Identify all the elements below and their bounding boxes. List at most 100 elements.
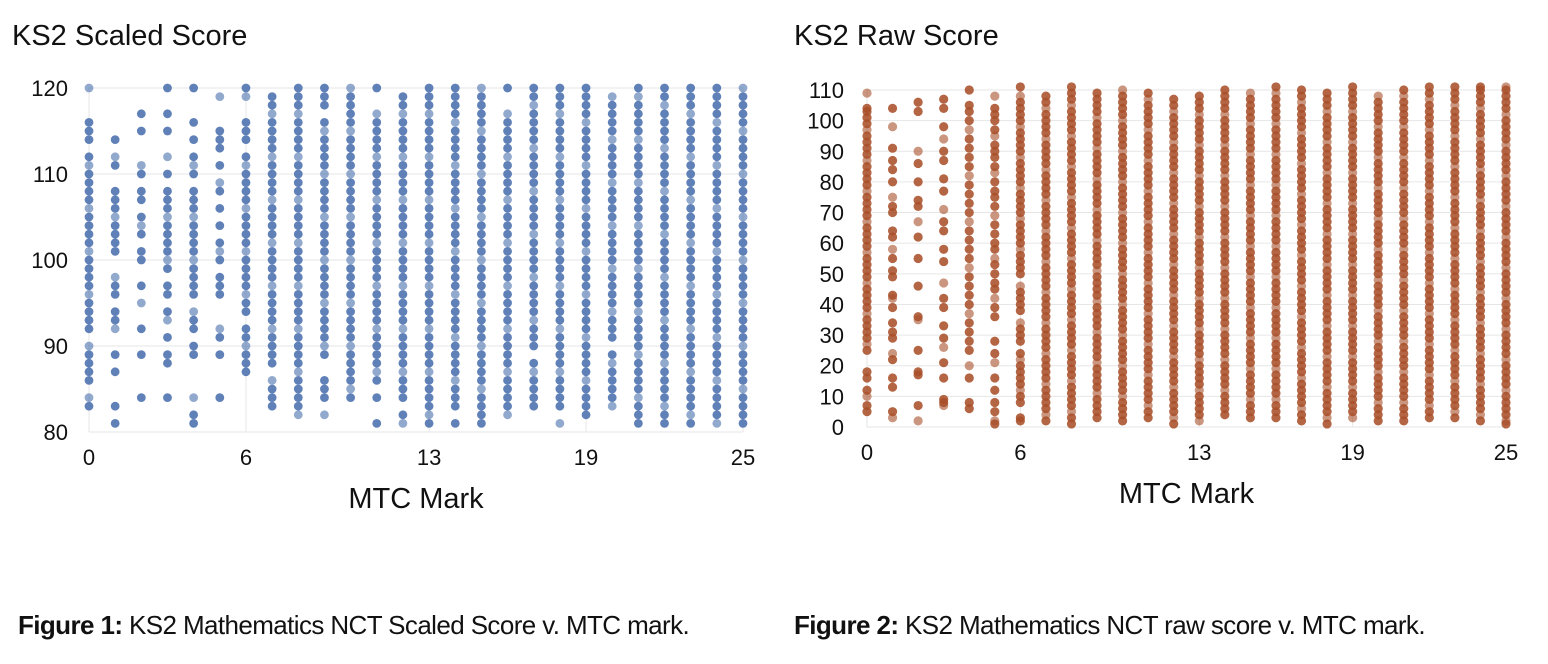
scatter-point [267,229,277,239]
scatter-point [990,116,1000,126]
scatter-point [372,118,382,127]
scatter-point [1015,397,1025,408]
scatter-point [320,135,329,145]
scatter-point [990,302,1000,313]
scatter-point [110,315,120,325]
scatter-point [738,401,748,411]
scatter-point [372,350,382,359]
scatter-point [424,143,434,153]
scatter-point [267,143,277,153]
scatter-point [555,367,565,377]
scatter-point [163,83,172,93]
scatter-point [372,126,382,136]
scatter-point [633,307,643,316]
scatter-point [1245,413,1255,423]
scatter-point [477,152,486,162]
scatter-point [686,367,696,377]
scatter-point [424,315,434,325]
scatter-point [398,272,408,282]
scatter-point [529,92,539,101]
scatter-point [477,109,486,119]
scatter-point [633,109,643,119]
scatter-point [607,195,617,205]
scatter-point [607,290,617,299]
scatter-point [398,367,408,377]
scatter-point [555,247,565,256]
scatter-point [529,358,539,368]
scatter-point [738,419,748,428]
scatter-point [424,169,434,179]
scatter-point [189,204,199,213]
scatter-point [477,186,486,196]
scatter-point [529,401,539,411]
scatter-point [189,247,199,256]
scatter-point [660,221,669,231]
scatter-point [84,186,94,196]
scatter-point [633,238,643,248]
scatter-point [372,315,382,325]
scatter-point [913,232,923,242]
caption-label: Figure 1: [18,610,123,640]
scatter-point [477,410,486,420]
scatter-point [163,393,172,402]
scatter-point [712,272,722,282]
scatter-point [633,333,643,342]
scatter-point [939,400,949,411]
scatter-point [320,247,329,256]
scatter-point [990,385,1000,395]
scatter-point [712,264,722,273]
scatter-point [660,264,669,273]
scatter-point [990,336,1000,346]
scatter-point [633,410,643,420]
scatter-point [450,298,460,308]
scatter-point [529,169,539,179]
scatter-point [267,221,277,231]
scatter-point [887,103,898,113]
scatter-point [964,373,974,383]
scatter-point [1373,416,1383,426]
scatter-point [1475,416,1486,426]
scatter-point [712,384,722,394]
scatter-point [738,298,748,308]
scatter-point [555,315,565,325]
scatter-point [136,350,146,359]
scatter-point [503,135,512,145]
scatter-point [633,376,643,385]
scatter-point [293,221,303,231]
scatter-point [503,298,512,308]
scatter-point [555,126,565,136]
scatter-point [372,341,382,351]
scatter-point [686,255,696,265]
scatter-point [293,83,303,93]
scatter-point [346,281,355,291]
scatter-point [686,247,696,256]
scatter-point [189,341,199,351]
scatter-point [555,401,565,411]
scatter-point [215,281,225,291]
scatter-point [738,195,748,205]
scatter-point [686,384,696,394]
x-tick-label: 0 [861,440,873,465]
scatter-point [990,358,1000,368]
scatter-point [529,126,539,136]
scatter-point [555,238,565,248]
scatter-point [424,100,434,110]
scatter-point [555,178,565,188]
scatter-point [887,293,898,303]
scatter-point [738,393,748,402]
scatter-point [110,290,120,299]
scatter-point [477,178,486,188]
x-axis-title: MTC Mark [348,483,484,515]
scatter-point [964,281,974,291]
x-axis-title: MTC Mark [1119,478,1255,510]
scatter-point [450,350,460,359]
scatter-point [738,126,748,136]
scatter-point [633,281,643,291]
scatter-point [136,281,146,291]
scatter-point [581,195,591,205]
scatter-point [372,272,382,282]
scatter-point [712,350,722,359]
scatter-point [215,238,225,248]
scatter-point [450,315,460,325]
scatter-point [660,238,669,248]
